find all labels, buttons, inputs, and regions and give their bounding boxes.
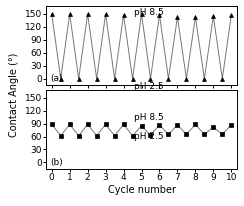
Text: pH 2.5: pH 2.5	[134, 82, 164, 91]
Point	[140, 124, 143, 127]
Text: (b): (b)	[50, 158, 63, 167]
Point	[104, 12, 108, 16]
Point	[113, 77, 117, 80]
Point	[220, 133, 224, 136]
Point	[50, 12, 54, 16]
Point	[166, 77, 170, 80]
Point	[149, 77, 152, 80]
Point	[95, 77, 99, 80]
Text: (a): (a)	[50, 74, 63, 83]
Point	[113, 134, 117, 137]
Point	[175, 15, 179, 19]
Point	[193, 123, 197, 126]
Point	[86, 12, 90, 16]
Point	[122, 123, 125, 126]
Text: pH 2.5: pH 2.5	[134, 132, 164, 141]
Point	[104, 123, 108, 126]
Point	[184, 133, 188, 136]
Point	[131, 134, 134, 137]
Point	[184, 77, 188, 80]
Point	[211, 125, 215, 129]
Point	[158, 13, 162, 16]
Point	[59, 134, 63, 137]
Point	[59, 77, 63, 80]
Text: Contact Angle (°): Contact Angle (°)	[9, 53, 19, 137]
Point	[140, 12, 143, 16]
Point	[220, 77, 224, 80]
Text: pH 8.5: pH 8.5	[134, 113, 164, 122]
Point	[229, 123, 233, 126]
Point	[229, 14, 233, 17]
Point	[193, 15, 197, 19]
Point	[166, 133, 170, 136]
Point	[158, 123, 162, 126]
Point	[149, 134, 152, 137]
Point	[77, 77, 81, 80]
Point	[77, 134, 81, 137]
Point	[68, 12, 72, 16]
Text: pH 8.5: pH 8.5	[134, 8, 164, 17]
Point	[122, 13, 125, 16]
Point	[175, 123, 179, 126]
Point	[203, 133, 206, 136]
Point	[203, 77, 206, 80]
Point	[50, 123, 54, 126]
Point	[95, 134, 99, 137]
Point	[211, 14, 215, 18]
Point	[86, 123, 90, 126]
Point	[131, 77, 134, 80]
Point	[68, 123, 72, 126]
X-axis label: Cycle number: Cycle number	[108, 185, 175, 195]
